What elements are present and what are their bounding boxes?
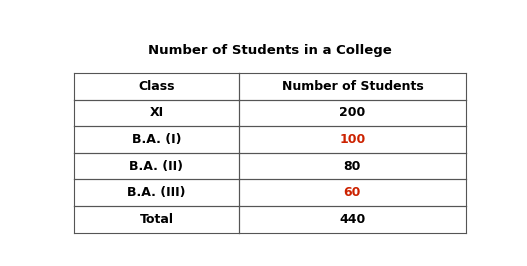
Text: 100: 100 [339, 133, 366, 146]
Text: 80: 80 [344, 160, 361, 173]
Bar [74, 206, 239, 233]
Text: Number of Students: Number of Students [281, 80, 423, 93]
Text: 440: 440 [339, 213, 366, 226]
Bar [239, 179, 466, 206]
Bar [74, 179, 239, 206]
Text: 200: 200 [339, 106, 366, 119]
Text: 60: 60 [344, 186, 361, 199]
Bar [239, 73, 466, 99]
Text: B.A. (I): B.A. (I) [132, 133, 181, 146]
Bar [74, 153, 239, 179]
Text: B.A. (II): B.A. (II) [130, 160, 183, 173]
Text: Number of Students in a College: Number of Students in a College [148, 44, 392, 57]
Bar [239, 126, 466, 153]
Text: B.A. (III): B.A. (III) [127, 186, 186, 199]
Text: XI: XI [149, 106, 163, 119]
Bar [239, 153, 466, 179]
Bar [239, 206, 466, 233]
Bar [74, 126, 239, 153]
Text: Total: Total [139, 213, 173, 226]
Text: Class: Class [138, 80, 174, 93]
Bar [239, 99, 466, 126]
Bar [74, 73, 239, 99]
Bar [74, 99, 239, 126]
